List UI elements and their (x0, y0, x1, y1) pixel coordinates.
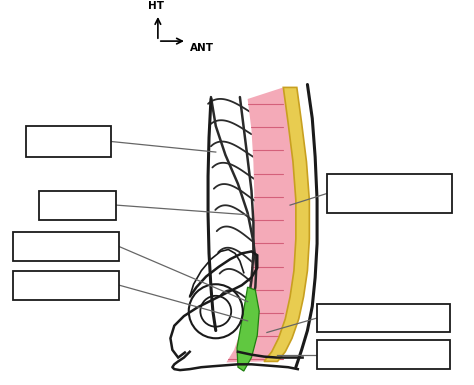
Polygon shape (237, 287, 259, 371)
Text: ANT: ANT (190, 43, 214, 53)
Polygon shape (227, 87, 296, 362)
FancyBboxPatch shape (327, 174, 452, 213)
FancyBboxPatch shape (13, 271, 119, 300)
FancyBboxPatch shape (39, 191, 117, 219)
FancyBboxPatch shape (26, 126, 110, 157)
FancyBboxPatch shape (317, 340, 450, 369)
Polygon shape (264, 87, 310, 362)
FancyBboxPatch shape (317, 303, 450, 333)
FancyBboxPatch shape (13, 232, 119, 261)
Text: HT: HT (148, 1, 164, 11)
